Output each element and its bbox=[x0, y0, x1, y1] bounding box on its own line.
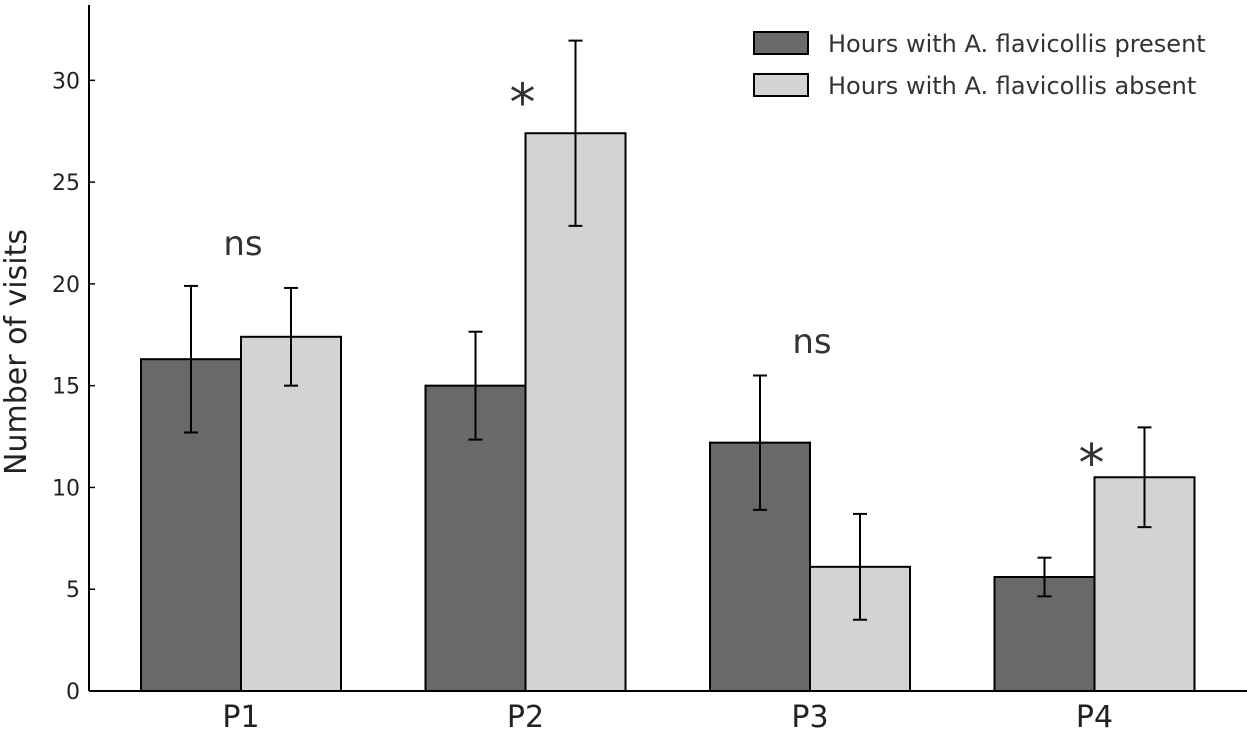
legend-label: Hours with A. flavicollis absent bbox=[828, 72, 1196, 100]
legend-label: Hours with A. flavicollis present bbox=[828, 30, 1206, 58]
x-tick-label: P3 bbox=[791, 700, 828, 733]
bars-layer bbox=[140, 132, 1196, 693]
y-tick-label: 0 bbox=[66, 680, 80, 705]
x-ticks: P1 P2 P3 P4 bbox=[222, 685, 1113, 733]
x-tick-label: P2 bbox=[507, 700, 544, 733]
x-tick-label: P4 bbox=[1076, 700, 1113, 733]
significance-label: ns bbox=[792, 322, 831, 362]
y-tick-label: 20 bbox=[52, 273, 80, 298]
significance-label: ns bbox=[223, 224, 262, 264]
x-tick-label: P1 bbox=[222, 700, 259, 733]
annotations-layer: ns * ns * bbox=[223, 73, 1104, 493]
error-bars-layer bbox=[184, 39, 1152, 621]
y-tick-label: 30 bbox=[52, 69, 80, 94]
y-tick-label: 5 bbox=[66, 578, 80, 603]
significance-label: * bbox=[510, 73, 536, 133]
y-tick-label: 15 bbox=[52, 375, 80, 400]
legend-swatch bbox=[753, 31, 809, 55]
significance-label: * bbox=[1079, 434, 1105, 494]
legend: Hours with A. flavicollis present Hours w… bbox=[753, 30, 1206, 100]
bar-P1-absent bbox=[240, 335, 342, 692]
y-ticks: 0 5 10 15 20 25 30 bbox=[52, 69, 95, 705]
y-tick-label: 25 bbox=[52, 171, 80, 196]
legend-swatch bbox=[753, 73, 809, 97]
y-tick-label: 10 bbox=[52, 476, 80, 501]
y-axis-label: Number of visits bbox=[0, 229, 34, 475]
